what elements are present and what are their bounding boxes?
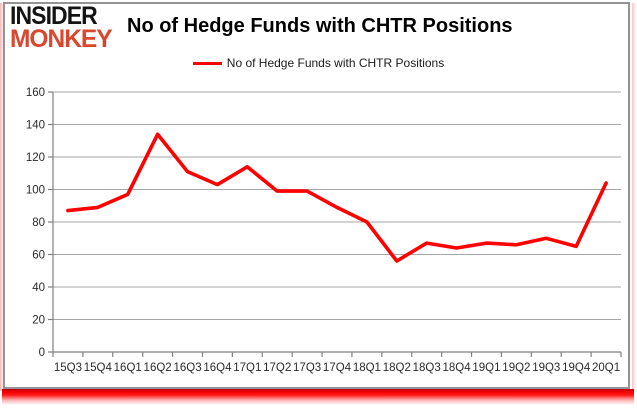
svg-text:160: 160: [26, 87, 45, 99]
svg-text:16Q1: 16Q1: [114, 362, 142, 374]
svg-text:40: 40: [32, 282, 45, 294]
svg-text:17Q3: 17Q3: [293, 362, 321, 374]
svg-text:16Q2: 16Q2: [144, 362, 172, 374]
svg-text:0: 0: [39, 347, 45, 359]
svg-text:20Q1: 20Q1: [592, 362, 620, 374]
svg-text:17Q1: 17Q1: [233, 362, 261, 374]
svg-text:19Q2: 19Q2: [502, 362, 530, 374]
red-glow-border-left: [0, 3, 3, 391]
svg-text:15Q3: 15Q3: [54, 362, 82, 374]
svg-text:140: 140: [26, 120, 45, 132]
axes: [48, 91, 622, 357]
svg-text:80: 80: [32, 217, 45, 229]
red-glow-border-bottom: [2, 389, 634, 405]
svg-text:60: 60: [32, 250, 45, 262]
chart-legend: No of Hedge Funds with CHTR Positions: [0, 56, 637, 70]
svg-text:15Q4: 15Q4: [84, 362, 113, 374]
svg-text:120: 120: [26, 152, 45, 164]
svg-text:19Q4: 19Q4: [562, 362, 591, 374]
svg-text:17Q2: 17Q2: [263, 362, 291, 374]
svg-text:17Q4: 17Q4: [323, 362, 352, 374]
x-axis-labels: 15Q3 15Q4 16Q1 16Q2 16Q3 16Q4 17Q1 17Q2 17Q3 17Q4…: [54, 362, 620, 374]
svg-text:18Q4: 18Q4: [443, 362, 472, 374]
svg-text:16Q4: 16Q4: [203, 362, 232, 374]
legend-label: No of Hedge Funds with CHTR Positions: [226, 56, 445, 70]
svg-text:18Q1: 18Q1: [353, 362, 381, 374]
svg-text:100: 100: [26, 185, 45, 197]
svg-text:18Q2: 18Q2: [383, 362, 411, 374]
y-axis-labels: 0 20 40 60 80 100 120 140 160: [26, 87, 45, 359]
logo-text-insider: INSIDER: [10, 2, 98, 30]
svg-text:19Q3: 19Q3: [532, 362, 560, 374]
series-line: [66, 132, 608, 263]
svg-text:16Q3: 16Q3: [173, 362, 201, 374]
chart-title: No of Hedge Funds with CHTR Positions: [127, 15, 513, 37]
logo-text-monkey: MONKEY: [10, 25, 113, 53]
legend-line-swatch: [192, 61, 222, 65]
insider-monkey-logo: INSIDER MONKEY: [10, 2, 114, 53]
red-glow-border-right: [632, 3, 636, 391]
svg-text:18Q3: 18Q3: [413, 362, 441, 374]
svg-text:19Q1: 19Q1: [472, 362, 500, 374]
svg-text:20: 20: [32, 315, 45, 327]
